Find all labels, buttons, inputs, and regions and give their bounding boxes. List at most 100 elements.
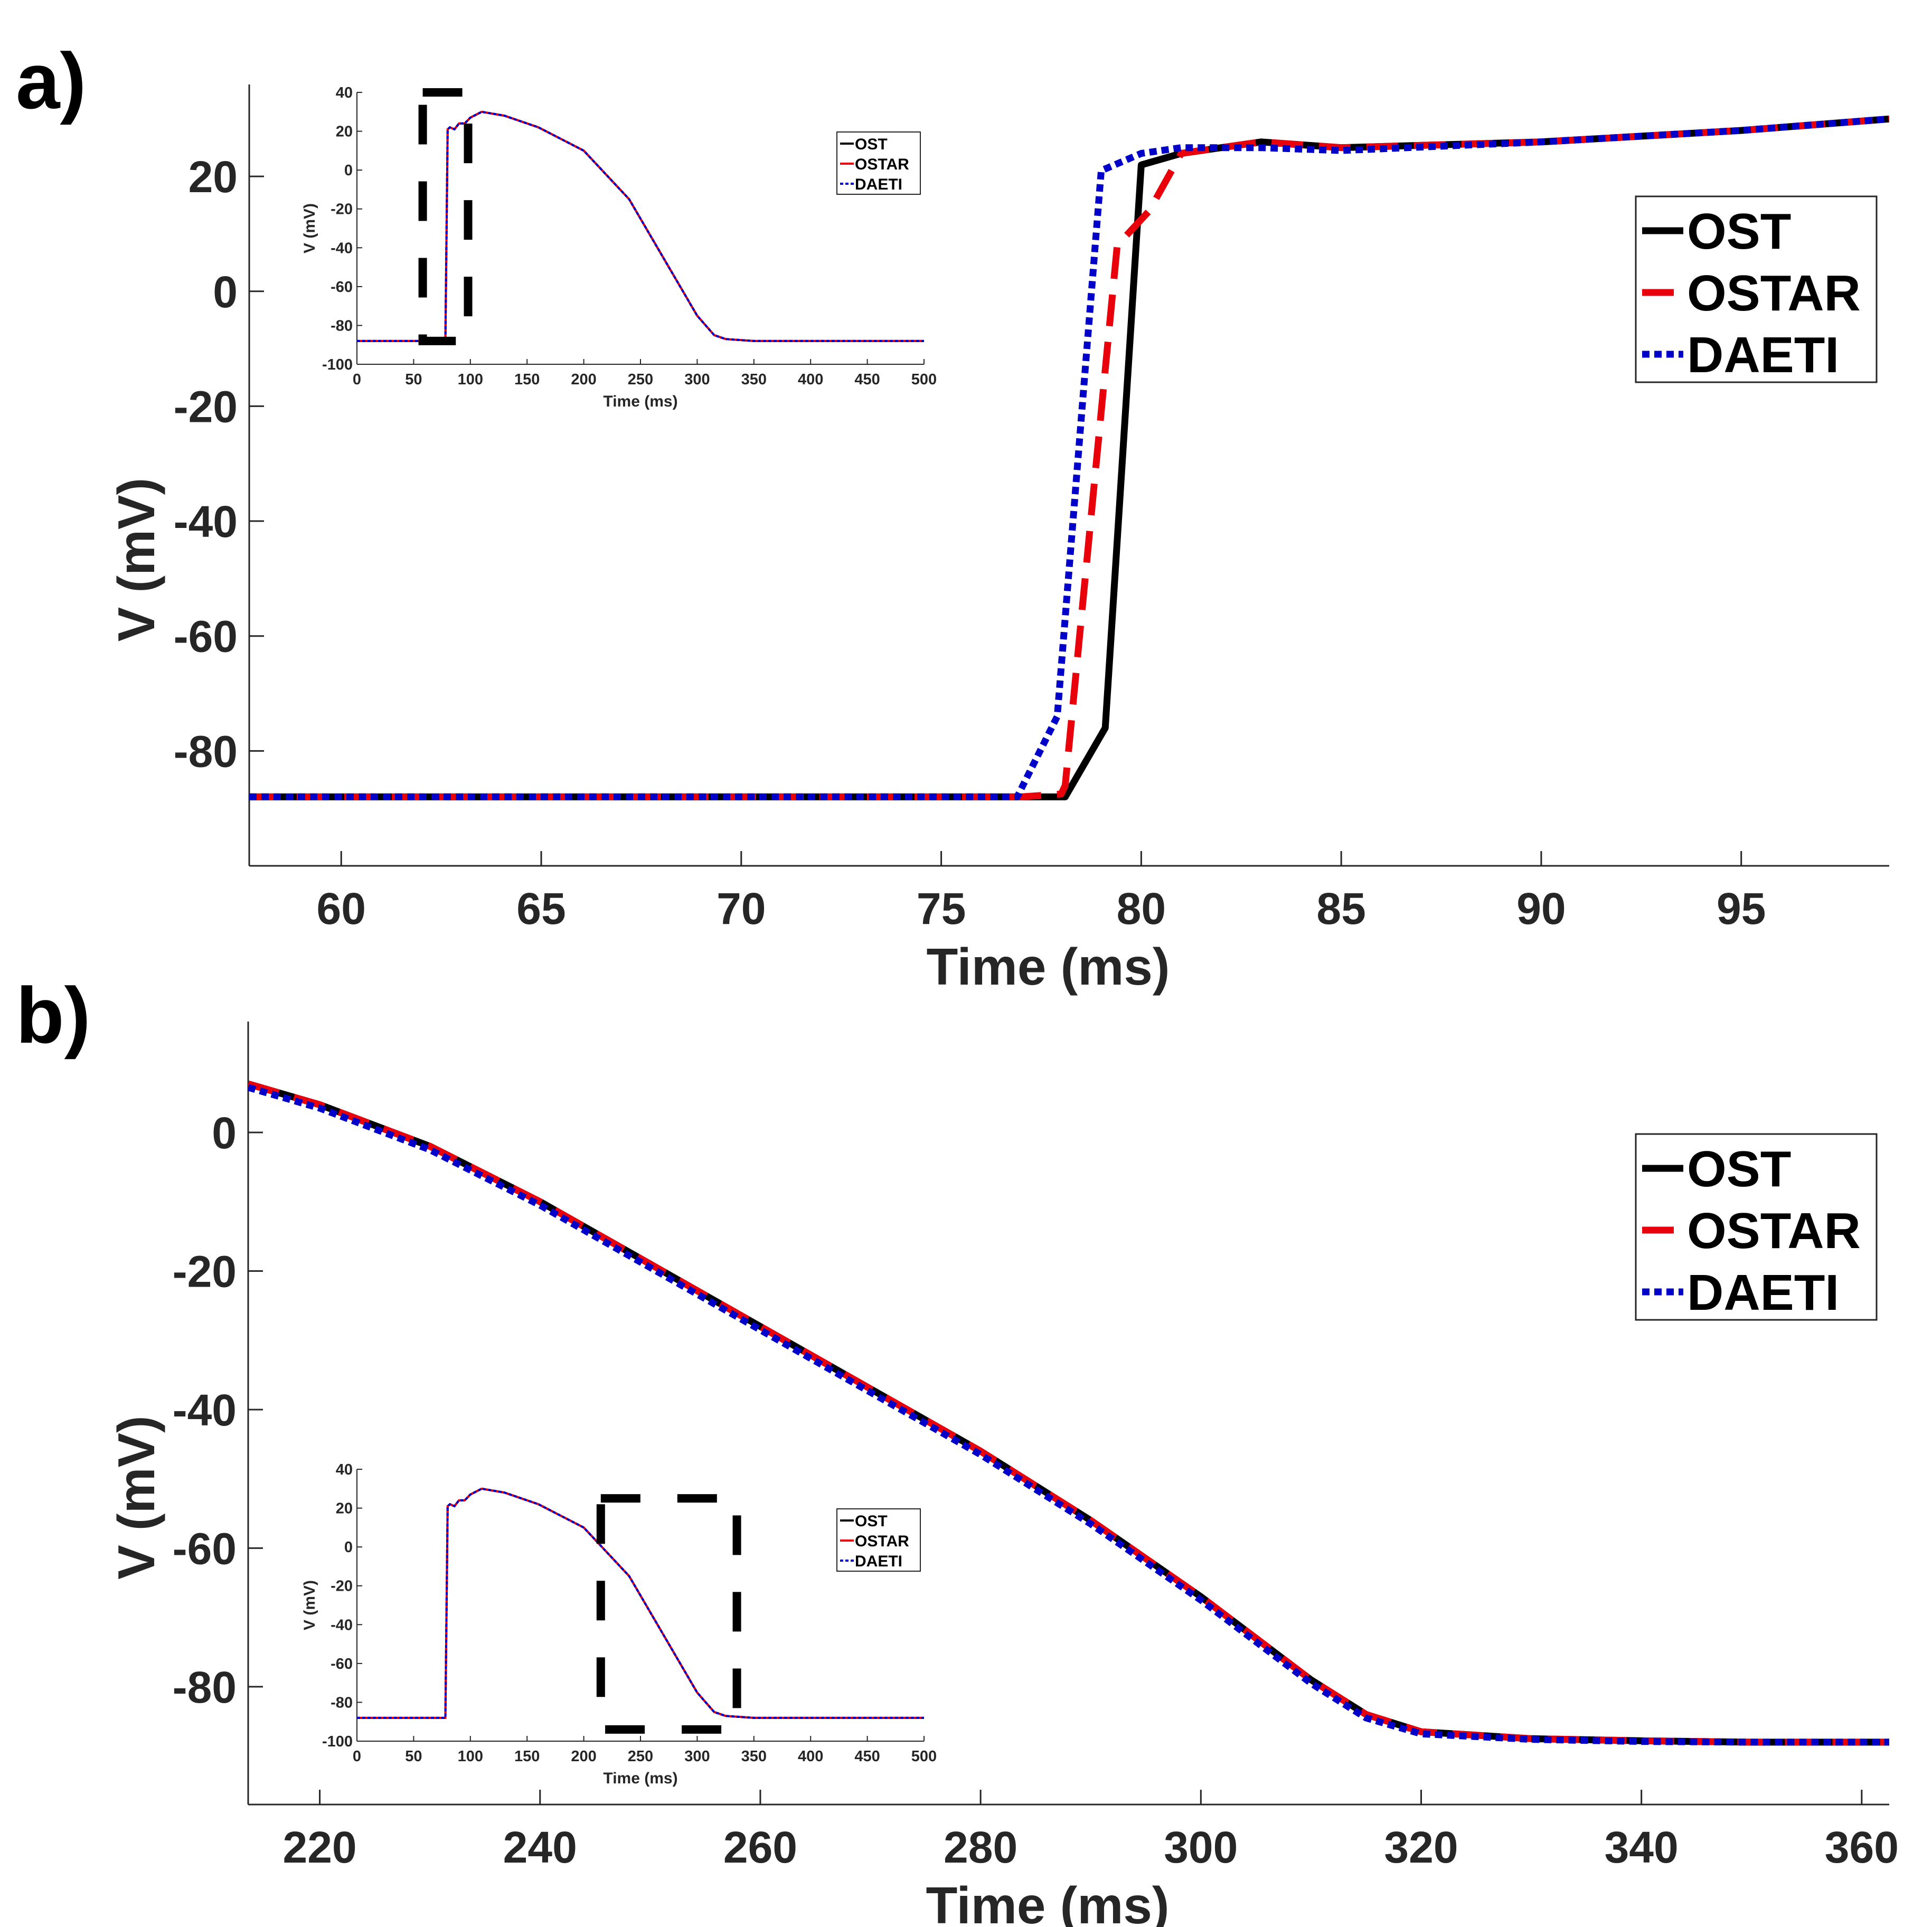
p0-inset-y-tick-label: -80 [331, 317, 353, 334]
p1-series-daeti [248, 1084, 1889, 1746]
p1-x-axis-title: Time (ms) [926, 1876, 1169, 1927]
panel-a-chart: 60 65 70 75 80 85 90 95 -80 -60 -40 -20 0 20 Time (ms)… [107, 84, 1889, 996]
p1-inset-y-tick-label: 20 [336, 1500, 353, 1517]
p0-inset-y-tick-label: 40 [336, 84, 353, 101]
p0-y-tick-label: 0 [213, 267, 238, 317]
p1-inset-y-axis-title: V (mV) [301, 1580, 318, 1630]
p1-y-tick-label: 0 [212, 1108, 237, 1158]
p0-inset-y-tick-label: -100 [322, 356, 353, 373]
p1-legend-label-ostar: OSTAR [1687, 1203, 1861, 1259]
p0-legend-label-ost: OST [1687, 203, 1791, 260]
p0-series-group [249, 115, 1889, 800]
p0-inset-x-axis-title: Time (ms) [603, 393, 677, 410]
p1-inset-y-tick-label: -100 [322, 1733, 353, 1750]
panel-a-label: a) [16, 36, 86, 125]
p0-inset-y-tick-label: -20 [331, 201, 353, 218]
p1-y-tick-label: -80 [173, 1662, 237, 1712]
p0-y-tick-label: -80 [174, 726, 238, 776]
p1-inset-x-axis-title: Time (ms) [603, 1770, 677, 1787]
p0-inset-y-axis-title: V (mV) [301, 203, 318, 253]
p0-legend-label-ostar: OSTAR [1687, 265, 1861, 322]
p0-inset-x-tick-label: 0 [353, 371, 361, 388]
p0-inset-x-tick-label: 150 [514, 371, 540, 388]
p0-inset-legend-label-ostar: OSTAR [855, 156, 909, 173]
p0-x-tick-label: 70 [717, 884, 766, 933]
p1-inset-y-tick-label: 0 [344, 1539, 353, 1556]
p0-inset-y-tick-label: -60 [331, 279, 353, 296]
p0-x-tick-label: 80 [1117, 884, 1166, 933]
p0-inset-y-tick-label: -40 [331, 240, 353, 257]
p0-legend-label-daeti: DAETI [1687, 327, 1839, 383]
p0-inset-x-tick-label: 50 [405, 371, 422, 388]
panel-b-chart: 220 240 260 280 300 320 340 360 -80 -60 -40 -20 0 Tim… [107, 1022, 1899, 1927]
p0-x-tick-label: 60 [317, 884, 366, 933]
p1-x-tick-label: 280 [944, 1822, 1017, 1872]
p0-x-axis-title: Time (ms) [926, 938, 1170, 996]
p1-legend-label-daeti: DAETI [1687, 1264, 1839, 1321]
p1-inset-x-tick-label: 0 [353, 1748, 361, 1765]
p0-y-axis-title: V (mV) [107, 478, 165, 641]
p0-x-tick-label: 85 [1316, 884, 1365, 933]
p0-y-tick-label: -20 [174, 382, 238, 431]
p1-inset-x-tick-label: 450 [854, 1748, 880, 1765]
p1-y-tick-label: -20 [173, 1246, 237, 1296]
p0-inset-x-tick-label: 350 [741, 371, 767, 388]
p1-inset-legend-label-daeti: DAETI [855, 1553, 902, 1570]
p0-inset-series-daeti [357, 110, 924, 342]
p1-inset-x-tick-label: 350 [741, 1748, 767, 1765]
p1-x-tick-label: 360 [1825, 1822, 1899, 1872]
p1-inset-legend-label-ost: OST [855, 1513, 888, 1530]
p1-x-tick-label: 240 [503, 1822, 577, 1872]
p1-x-tick-label: 300 [1164, 1822, 1238, 1872]
p1-x-tick-label: 320 [1384, 1822, 1458, 1872]
p1-inset-x-tick-label: 50 [405, 1748, 422, 1765]
p1-inset-series-daeti [357, 1487, 924, 1719]
p1-x-tick-label: 260 [723, 1822, 797, 1872]
p0-inset-y-tick-label: 0 [344, 162, 353, 179]
p1-inset-x-tick-label: 100 [458, 1748, 483, 1765]
p1-inset-x-tick-label: 400 [798, 1748, 823, 1765]
p0-y-tick-label: 20 [189, 152, 238, 202]
p1-y-tick-label: -60 [173, 1524, 237, 1573]
p1-inset-x-tick-label: 150 [514, 1748, 540, 1765]
p1-inset-y-tick-label: 40 [336, 1461, 353, 1478]
p0-inset-x-tick-label: 500 [911, 371, 937, 388]
p0-inset-group: 0 50 100 150 200 250 300 350 400 450 500-100-80-60… [301, 84, 937, 410]
p1-legend-label-ost: OST [1687, 1141, 1791, 1197]
p0-inset-y-tick-label: 20 [336, 124, 353, 140]
p0-inset-x-tick-label: 250 [628, 371, 653, 388]
p1-inset-legend-label-ostar: OSTAR [855, 1533, 909, 1550]
p0-inset-x-tick-label: 300 [684, 371, 710, 388]
p1-inset-zoom-box [596, 1494, 741, 1734]
p1-inset-y-tick-label: -40 [331, 1617, 353, 1633]
p0-inset-legend-label-ost: OST [855, 136, 888, 153]
p0-series-daeti [249, 115, 1889, 800]
p0-inset-x-tick-label: 400 [798, 371, 823, 388]
p0-inset-zoom-box [418, 88, 473, 345]
p1-inset-x-tick-label: 200 [571, 1748, 596, 1765]
p1-y-axis-title: V (mV) [107, 1415, 165, 1579]
p1-inset-y-tick-label: -20 [331, 1578, 353, 1595]
p0-inset-x-tick-label: 450 [854, 371, 880, 388]
p1-x-tick-label: 220 [283, 1822, 357, 1872]
panel-b-label: b) [16, 971, 91, 1060]
p0-y-tick-label: -40 [174, 497, 238, 546]
p0-x-tick-label: 95 [1717, 884, 1766, 933]
p1-inset-group: 0 50 100 150 200 250 300 350 400 450 500-100-80-60… [301, 1461, 937, 1787]
p1-inset-x-tick-label: 300 [684, 1748, 710, 1765]
p0-x-tick-label: 90 [1516, 884, 1566, 933]
p0-x-tick-label: 75 [917, 884, 966, 933]
p1-inset-y-tick-label: -80 [331, 1694, 353, 1711]
p0-x-tick-label: 65 [516, 884, 566, 933]
p1-inset-x-tick-label: 500 [911, 1748, 937, 1765]
p1-inset-y-tick-label: -60 [331, 1656, 353, 1673]
p0-y-tick-label: -60 [174, 612, 238, 662]
p1-x-tick-label: 340 [1605, 1822, 1679, 1872]
p0-inset-legend-label-daeti: DAETI [855, 176, 902, 193]
p0-inset-x-tick-label: 200 [571, 371, 596, 388]
p1-series-group [248, 1080, 1889, 1746]
p0-inset-x-tick-label: 100 [458, 371, 483, 388]
